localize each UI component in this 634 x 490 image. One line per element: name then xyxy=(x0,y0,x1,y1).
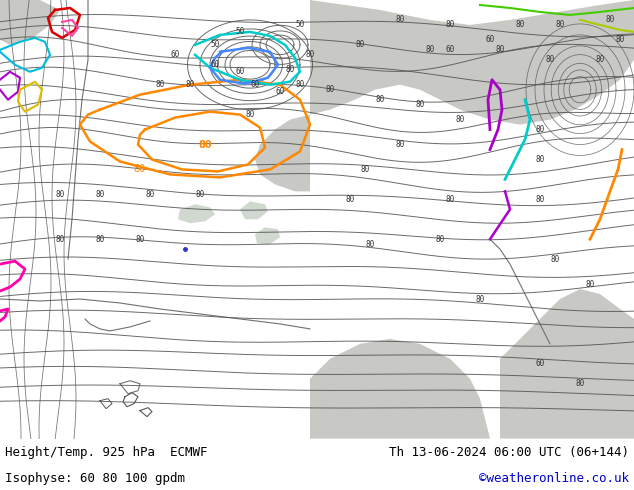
Text: 80: 80 xyxy=(396,15,404,24)
Text: 80: 80 xyxy=(285,65,295,74)
Text: 80: 80 xyxy=(535,195,545,204)
Text: 80: 80 xyxy=(455,115,465,124)
Text: Th 13-06-2024 06:00 UTC (06+144): Th 13-06-2024 06:00 UTC (06+144) xyxy=(389,446,629,460)
Polygon shape xyxy=(310,339,490,439)
Text: 80: 80 xyxy=(346,195,354,204)
Text: 80: 80 xyxy=(155,80,165,89)
Text: 60: 60 xyxy=(210,60,219,69)
Text: 80: 80 xyxy=(356,40,365,49)
Text: 80: 80 xyxy=(195,190,205,199)
Text: 60: 60 xyxy=(235,67,245,76)
Text: 80: 80 xyxy=(295,80,304,89)
Text: 80: 80 xyxy=(616,35,624,45)
Text: Isophyse: 60 80 100 gpdm: Isophyse: 60 80 100 gpdm xyxy=(5,472,185,485)
Text: 80: 80 xyxy=(550,255,560,264)
Text: 80: 80 xyxy=(134,165,146,174)
Text: 80: 80 xyxy=(55,235,65,244)
Text: 80: 80 xyxy=(95,190,105,199)
Text: 60: 60 xyxy=(275,87,285,96)
Polygon shape xyxy=(255,227,280,244)
Text: 80: 80 xyxy=(425,46,435,54)
Text: 80: 80 xyxy=(325,85,335,94)
Text: 50: 50 xyxy=(210,40,219,49)
Text: 80: 80 xyxy=(595,55,605,64)
Text: 60: 60 xyxy=(486,35,495,45)
Polygon shape xyxy=(255,0,634,192)
Text: 80: 80 xyxy=(605,15,614,24)
Text: 80: 80 xyxy=(185,80,195,89)
Polygon shape xyxy=(178,204,215,223)
Text: 80: 80 xyxy=(415,100,425,109)
Text: 80: 80 xyxy=(95,235,105,244)
Text: 80: 80 xyxy=(495,46,505,54)
Text: 80: 80 xyxy=(375,95,385,104)
Text: 80: 80 xyxy=(360,165,370,174)
Polygon shape xyxy=(500,289,634,439)
Text: 50: 50 xyxy=(295,21,304,29)
Text: 80: 80 xyxy=(476,294,484,303)
Text: 80: 80 xyxy=(545,55,555,64)
Text: 60: 60 xyxy=(445,46,455,54)
Text: 80: 80 xyxy=(145,190,155,199)
Polygon shape xyxy=(240,201,268,220)
Text: 80: 80 xyxy=(445,21,455,29)
Text: 80: 80 xyxy=(436,235,444,244)
Text: 80: 80 xyxy=(535,155,545,164)
Text: 80: 80 xyxy=(515,21,524,29)
Text: 60: 60 xyxy=(171,50,179,59)
Text: 80: 80 xyxy=(535,125,545,134)
Text: 80: 80 xyxy=(55,190,65,199)
Text: 50: 50 xyxy=(235,27,245,36)
Text: 80: 80 xyxy=(576,379,585,388)
Text: 80: 80 xyxy=(198,140,212,149)
Text: 80: 80 xyxy=(136,235,145,244)
Text: 80: 80 xyxy=(555,21,565,29)
Text: 80: 80 xyxy=(306,50,314,59)
Text: 80: 80 xyxy=(245,110,255,119)
Text: 80: 80 xyxy=(365,240,375,249)
Text: 60: 60 xyxy=(535,359,545,368)
Text: ©weatheronline.co.uk: ©weatheronline.co.uk xyxy=(479,472,629,485)
Text: 80: 80 xyxy=(585,280,595,289)
Text: 80: 80 xyxy=(396,140,404,149)
Text: 60: 60 xyxy=(250,80,260,89)
Text: Height/Temp. 925 hPa  ECMWF: Height/Temp. 925 hPa ECMWF xyxy=(5,446,207,460)
Text: 80: 80 xyxy=(445,195,455,204)
Polygon shape xyxy=(0,0,60,45)
